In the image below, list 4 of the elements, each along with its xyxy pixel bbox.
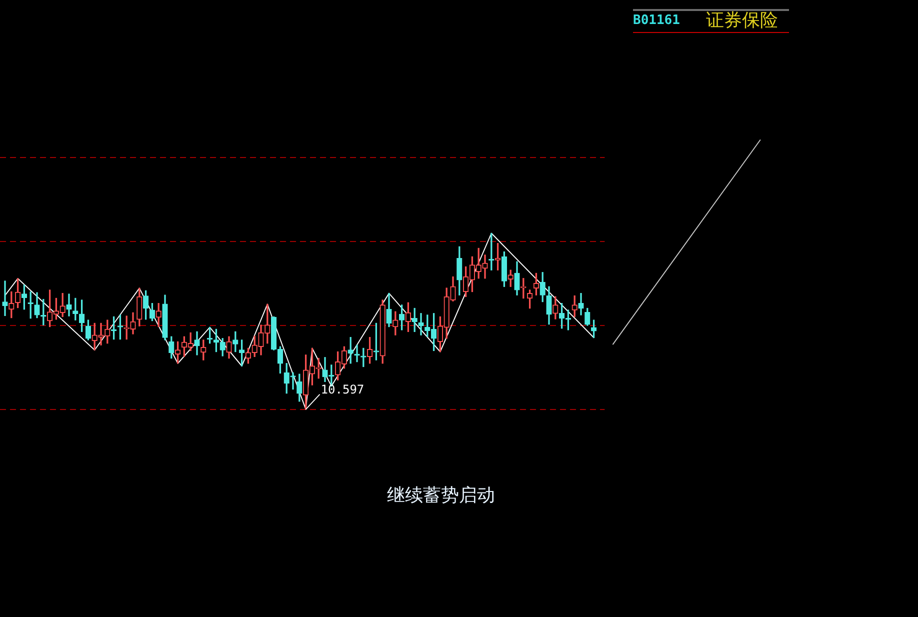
annotation: 10.597: [320, 382, 364, 396]
chart-subtitle: 证券保险: [706, 10, 778, 32]
text: 继续蓄势启动: [387, 485, 495, 507]
chart-title: B01161: [633, 13, 680, 29]
